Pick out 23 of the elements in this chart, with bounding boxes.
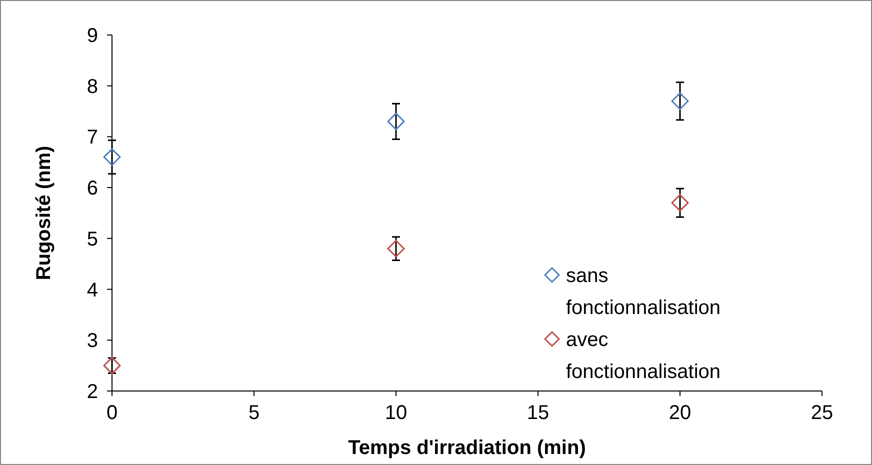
x-tick-label: 5	[248, 402, 260, 424]
point	[671, 194, 689, 212]
y-tick-label: 3	[86, 330, 98, 352]
y-tick-label: 6	[86, 178, 98, 200]
point	[387, 112, 405, 130]
y-axis-title: Rugosité (nm)	[33, 146, 55, 280]
y-tick-label: 2	[86, 381, 98, 403]
y-tick-label: 8	[86, 76, 98, 98]
y-tick-label: 9	[86, 25, 98, 47]
point	[103, 148, 121, 166]
x-tick-label: 25	[810, 402, 834, 424]
y-tick-label: 4	[86, 279, 98, 302]
x-tick-label: 20	[668, 402, 692, 424]
x-axis-title: Temps d'irradiation (min)	[348, 437, 586, 459]
point	[671, 92, 689, 110]
y-tick-label: 5	[86, 228, 98, 250]
x-tick-label: 15	[526, 402, 550, 424]
point	[103, 356, 121, 374]
x-tick-label: 0	[106, 402, 118, 424]
legend-label: avec fonctionnalisation	[566, 329, 721, 383]
y-tick-label: 7	[86, 126, 98, 149]
x-tick-label: 10	[384, 402, 408, 424]
point	[387, 240, 405, 258]
